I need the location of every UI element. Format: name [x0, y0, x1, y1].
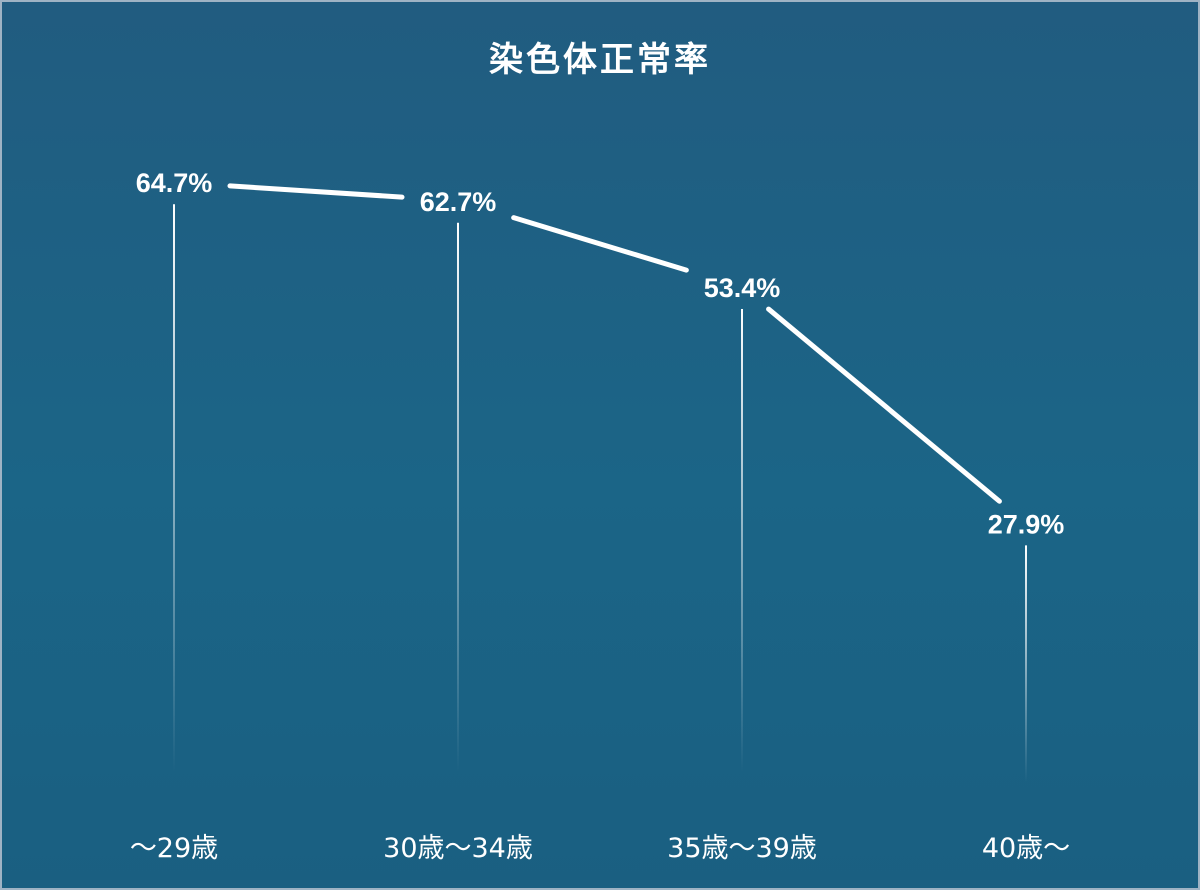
- chart-title: 染色体正常率: [489, 40, 711, 80]
- data-label-4: 27.9%: [988, 509, 1065, 539]
- series-line-segment-1: [227, 183, 405, 200]
- data-label-3: 53.4%: [704, 273, 781, 303]
- x-tick-label-1: 〜29歳: [130, 833, 218, 864]
- data-label-2: 62.7%: [420, 187, 497, 217]
- series-line-segment-3: [766, 306, 1002, 504]
- data-label-1: 64.7%: [136, 168, 213, 198]
- x-tick-label-4: 40歳〜: [982, 833, 1070, 864]
- drop-line-2: [457, 222, 459, 772]
- series-line-segment-2: [511, 215, 689, 273]
- drop-line-4: [1025, 545, 1027, 782]
- x-tick-label-3: 35歳〜39歳: [667, 833, 817, 864]
- drop-line-3: [741, 308, 743, 772]
- drop-line-1: [173, 204, 175, 772]
- x-tick-label-2: 30歳〜34歳: [383, 833, 533, 864]
